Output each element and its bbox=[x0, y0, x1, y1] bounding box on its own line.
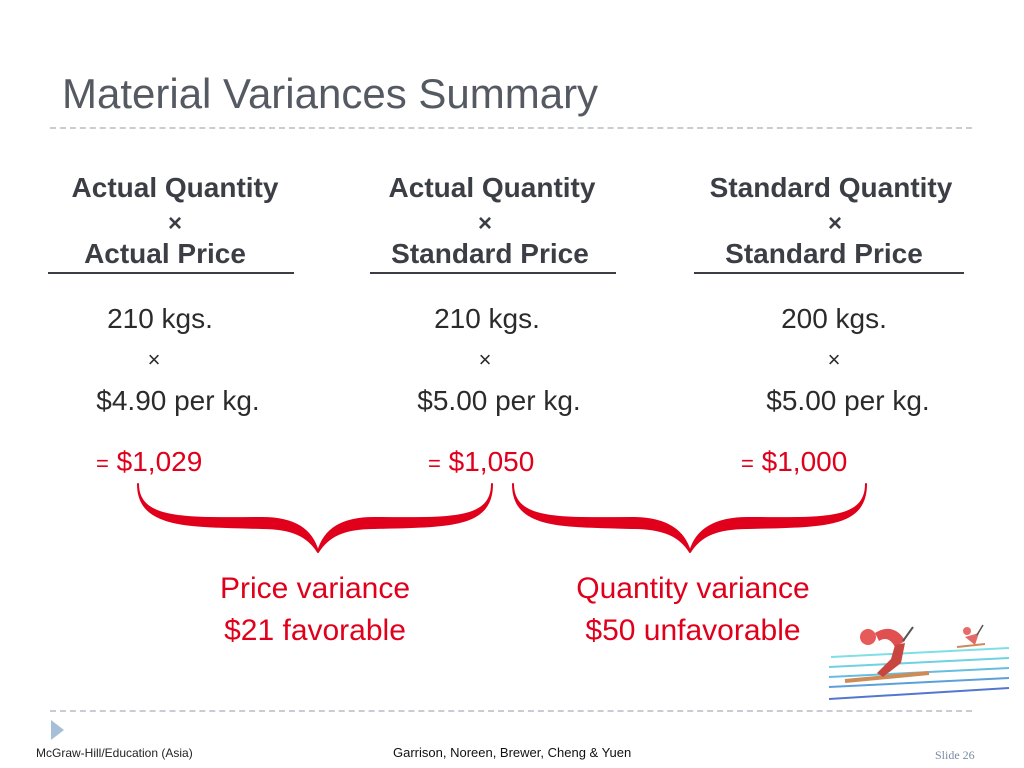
col2-mult: × bbox=[478, 347, 492, 372]
col1-header-bottom: Actual Price bbox=[84, 238, 246, 269]
footer-authors: Garrison, Noreen, Brewer, Cheng & Yuen bbox=[393, 745, 632, 760]
col2-header-top: Actual Quantity bbox=[388, 172, 596, 203]
col2-header-underline bbox=[370, 272, 616, 274]
price-variance-label: Price variance bbox=[219, 572, 411, 605]
col3-price: $5.00 per kg. bbox=[766, 385, 930, 416]
col1-total-eq: = bbox=[96, 451, 109, 476]
col3-header-underline bbox=[694, 272, 964, 274]
quantity-variance-brace bbox=[512, 483, 867, 553]
skier-decoration-icon bbox=[828, 624, 1010, 700]
col1-total: = $1,029 bbox=[96, 446, 202, 478]
quantity-variance-label: Quantity variance bbox=[576, 572, 810, 605]
col3-header-mult: × bbox=[827, 210, 842, 237]
col1-quantity: 210 kgs. bbox=[107, 303, 213, 334]
price-variance-brace bbox=[137, 483, 493, 553]
col1-header-mult: × bbox=[167, 210, 182, 237]
quantity-variance-amount: $50 unfavorable bbox=[585, 614, 801, 647]
col1-mult: × bbox=[147, 347, 161, 372]
footer-publisher: McGraw-Hill/Education (Asia) bbox=[36, 746, 193, 760]
col1-price: $4.90 per kg. bbox=[96, 385, 260, 416]
col2-total-eq: = bbox=[428, 451, 441, 476]
col3-total-value: $1,000 bbox=[761, 446, 848, 477]
title-divider bbox=[50, 127, 972, 129]
footer-divider bbox=[50, 710, 972, 712]
col3-header-bottom: Standard Price bbox=[725, 238, 923, 269]
price-variance-amount: $21 favorable bbox=[224, 614, 406, 647]
col2-price: $5.00 per kg. bbox=[417, 385, 581, 416]
col3-header-top: Standard Quantity bbox=[709, 172, 953, 203]
col3-quantity: 200 kgs. bbox=[781, 303, 887, 334]
col2-total: = $1,050 bbox=[428, 446, 534, 478]
col2-header-mult: × bbox=[477, 210, 492, 237]
slide-title: Material Variances Summary bbox=[62, 70, 599, 117]
footer-slide-number: Slide 26 bbox=[935, 748, 975, 762]
col3-mult: × bbox=[827, 347, 841, 372]
col1-header-top: Actual Quantity bbox=[71, 172, 279, 203]
col1-total-value: $1,029 bbox=[116, 446, 203, 477]
col2-header-bottom: Standard Price bbox=[391, 238, 589, 269]
col2-total-value: $1,050 bbox=[448, 446, 535, 477]
col2-quantity: 210 kgs. bbox=[434, 303, 540, 334]
footer-triangle-icon bbox=[51, 720, 64, 740]
col3-total: = $1,000 bbox=[741, 446, 847, 478]
col3-total-eq: = bbox=[741, 451, 754, 476]
col1-header-underline bbox=[48, 272, 294, 274]
